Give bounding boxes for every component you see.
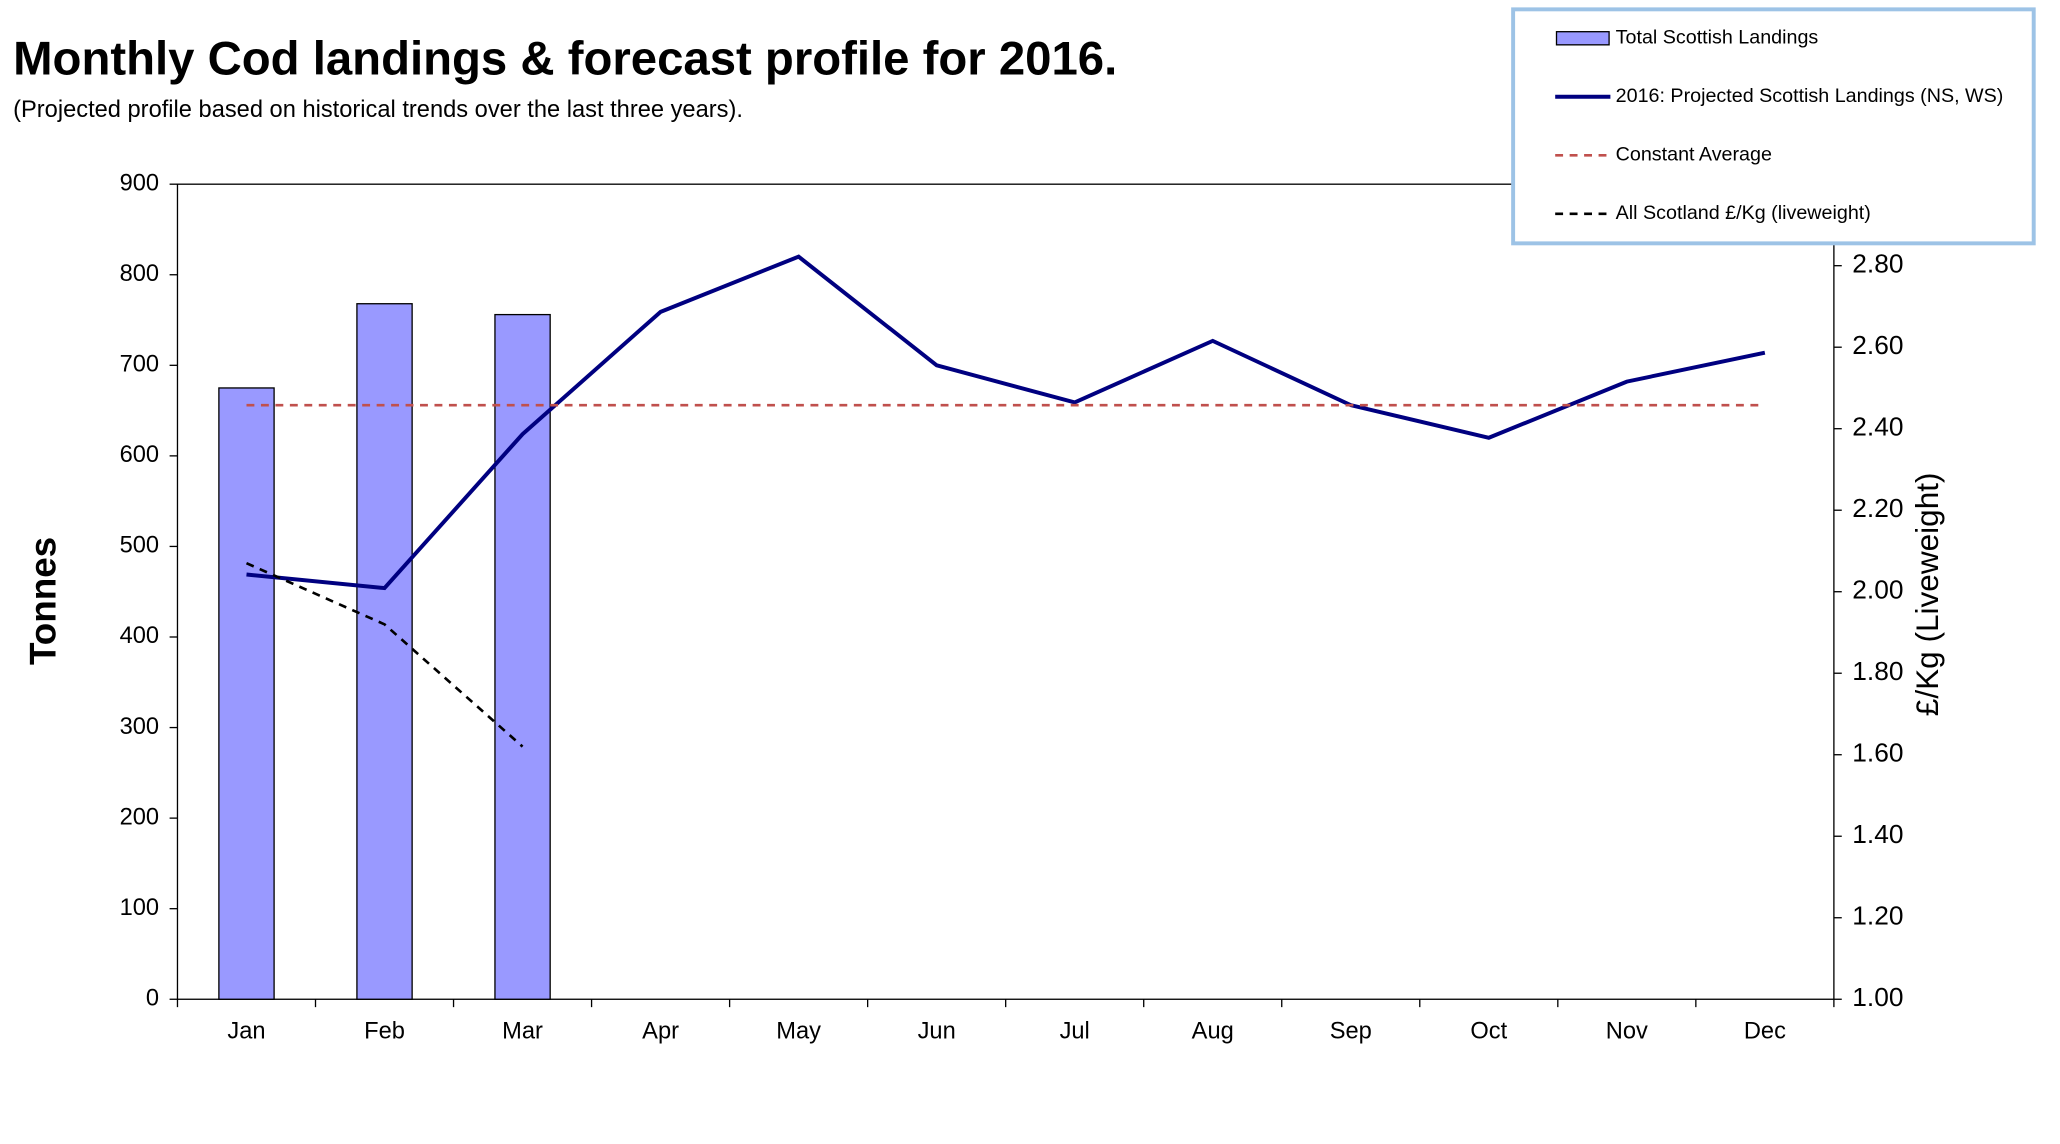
x-tick-label: Jan [227,1018,265,1044]
y-axis-label: Tonnes [23,537,64,665]
x-tick-label: Sep [1330,1018,1372,1044]
y2-tick-label: 2.20 [1852,493,1903,523]
legend-label: Total Scottish Landings [1616,26,1819,48]
chart-subtitle: (Projected profile based on historical t… [13,97,743,123]
line [246,254,1766,591]
bar [356,303,413,1000]
legend-box [1511,7,2036,246]
x-tick-label: May [776,1018,821,1044]
y-tick-label: 0 [146,985,159,1011]
y-tick-label: 400 [120,623,159,649]
y-tick-label: 200 [120,804,159,830]
x-tick-label: Aug [1192,1018,1234,1044]
y-tick-label: 500 [120,533,159,559]
y-tick-label: 100 [120,895,159,921]
y2-tick-label: 2.60 [1852,330,1903,360]
y2-tick-label: 1.40 [1852,819,1903,849]
x-tick-label: Mar [502,1018,543,1044]
y2-tick-label: 1.00 [1852,982,1903,1012]
y-tick-label: 800 [120,261,159,287]
x-tick-label: Oct [1470,1018,1507,1044]
x-tick-label: Jun [918,1018,956,1044]
line [245,561,524,748]
legend-swatch [1555,31,1610,46]
y-tick-label: 900 [120,170,159,196]
y2-tick-label: 2.00 [1852,575,1903,605]
y2-tick-label: 1.60 [1852,738,1903,768]
x-tick-label: Nov [1606,1018,1648,1044]
bar [218,387,275,1000]
legend-label: All Scotland £/Kg (liveweight) [1616,202,1871,224]
y-tick-label: 300 [120,714,159,740]
x-tick-label: Feb [364,1018,405,1044]
y-tick-label: 700 [120,352,159,378]
x-tick-label: Jul [1060,1018,1090,1044]
legend-label: 2016: Projected Scottish Landings (NS, W… [1616,85,2004,107]
x-tick-label: Dec [1744,1018,1786,1044]
chart-title: Monthly Cod landings & forecast profile … [13,32,1117,85]
y2-tick-label: 2.80 [1852,249,1903,279]
legend-label: Constant Average [1616,143,1772,165]
y2-tick-label: 2.40 [1852,412,1903,442]
y2-axis-label: £/Kg (Liveweight) [1909,472,1945,716]
x-tick-label: Apr [642,1018,679,1044]
bar [494,313,551,1000]
y-tick-label: 600 [120,442,159,468]
y2-tick-label: 1.20 [1852,901,1903,931]
plot-area [176,183,1835,1000]
y2-tick-label: 1.80 [1852,656,1903,686]
